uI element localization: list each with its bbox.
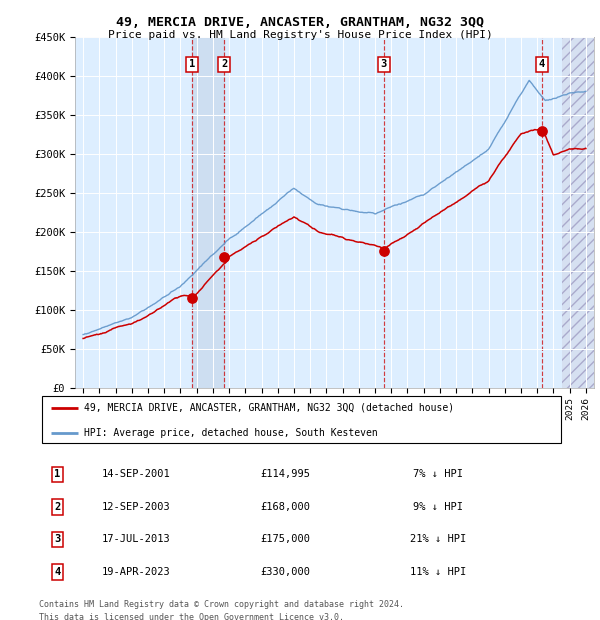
Text: 12-SEP-2003: 12-SEP-2003 [102,502,170,512]
Text: 2: 2 [221,60,227,69]
Text: Price paid vs. HM Land Registry's House Price Index (HPI): Price paid vs. HM Land Registry's House … [107,30,493,40]
Text: 19-APR-2023: 19-APR-2023 [102,567,170,577]
Text: 9% ↓ HPI: 9% ↓ HPI [413,502,463,512]
Point [537,126,547,136]
Point [220,252,229,262]
Bar [562,37,594,387]
Text: 49, MERCIA DRIVE, ANCASTER, GRANTHAM, NG32 3QQ (detached house): 49, MERCIA DRIVE, ANCASTER, GRANTHAM, NG… [83,402,454,412]
Text: This data is licensed under the Open Government Licence v3.0.: This data is licensed under the Open Gov… [39,613,344,620]
Point [187,293,197,303]
Text: 3: 3 [54,534,61,544]
Text: £330,000: £330,000 [261,567,311,577]
Text: 1: 1 [54,469,61,479]
Text: 1: 1 [189,60,195,69]
Text: 3: 3 [380,60,387,69]
Text: Contains HM Land Registry data © Crown copyright and database right 2024.: Contains HM Land Registry data © Crown c… [39,600,404,609]
Text: £175,000: £175,000 [261,534,311,544]
Text: 4: 4 [539,60,545,69]
Text: £114,995: £114,995 [261,469,311,479]
Text: 4: 4 [54,567,61,577]
Text: £168,000: £168,000 [261,502,311,512]
Point [379,246,389,256]
Text: 7% ↓ HPI: 7% ↓ HPI [413,469,463,479]
Text: 21% ↓ HPI: 21% ↓ HPI [410,534,466,544]
Text: 2: 2 [54,502,61,512]
Bar [562,37,594,387]
Text: 17-JUL-2013: 17-JUL-2013 [102,534,170,544]
Text: 11% ↓ HPI: 11% ↓ HPI [410,567,466,577]
Text: 14-SEP-2001: 14-SEP-2001 [102,469,170,479]
Text: 49, MERCIA DRIVE, ANCASTER, GRANTHAM, NG32 3QQ: 49, MERCIA DRIVE, ANCASTER, GRANTHAM, NG… [116,16,484,29]
Text: HPI: Average price, detached house, South Kesteven: HPI: Average price, detached house, Sout… [83,428,377,438]
FancyBboxPatch shape [41,396,562,443]
Bar [192,37,224,387]
